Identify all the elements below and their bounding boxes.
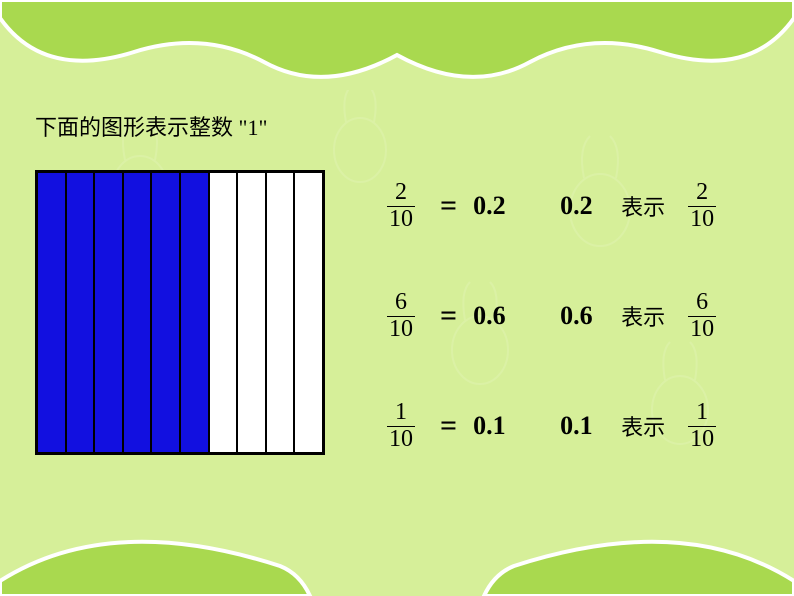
equations: 2 10 = 0.2 0.2 表示 2 10 6 10 = 0.6 <box>380 170 723 456</box>
eq-row-3: 1 10 = 0.1 0.1 表示 1 10 <box>380 396 723 456</box>
bar-4 <box>124 173 153 452</box>
fraction-num: 1 <box>696 400 708 425</box>
main-row: 2 10 = 0.2 0.2 表示 2 10 6 10 = 0.6 <box>35 170 759 456</box>
decimal-1a: 0.2 <box>473 191 528 221</box>
decimal-2b: 0.6 <box>560 301 615 331</box>
curtain-top <box>0 0 794 90</box>
fraction-3b: 1 10 <box>681 400 723 451</box>
fraction-den: 10 <box>688 426 716 452</box>
curtain-bottom <box>0 526 794 596</box>
bar-1 <box>38 173 67 452</box>
decimal-3a: 0.1 <box>473 411 528 441</box>
decimal-1b: 0.2 <box>560 191 615 221</box>
fraction-den: 10 <box>387 206 415 232</box>
fraction-num: 6 <box>395 290 407 315</box>
eq-sign: = <box>440 299 457 333</box>
eq-sign: = <box>440 189 457 223</box>
means-text: 表示 <box>621 190 665 222</box>
fraction-num: 6 <box>696 290 708 315</box>
fraction-1b: 2 10 <box>681 180 723 231</box>
bar-7 <box>210 173 239 452</box>
fraction-den: 10 <box>688 206 716 232</box>
fraction-2a: 6 10 <box>380 290 422 341</box>
fraction-num: 2 <box>696 180 708 205</box>
bar-chart <box>35 170 325 455</box>
bar-2 <box>67 173 96 452</box>
bar-6 <box>181 173 210 452</box>
decimal-3b: 0.1 <box>560 411 615 441</box>
bar-8 <box>238 173 267 452</box>
eq-row-2: 6 10 = 0.6 0.6 表示 6 10 <box>380 286 723 346</box>
fraction-2b: 6 10 <box>681 290 723 341</box>
fraction-den: 10 <box>387 316 415 342</box>
means-text: 表示 <box>621 300 665 332</box>
decimal-2a: 0.6 <box>473 301 528 331</box>
means-text: 表示 <box>621 410 665 442</box>
fraction-num: 1 <box>395 400 407 425</box>
bar-9 <box>267 173 296 452</box>
fraction-den: 10 <box>387 426 415 452</box>
eq-sign: = <box>440 409 457 443</box>
eq-row-1: 2 10 = 0.2 0.2 表示 2 10 <box>380 176 723 236</box>
bar-5 <box>152 173 181 452</box>
fraction-den: 10 <box>688 316 716 342</box>
fraction-3a: 1 10 <box>380 400 422 451</box>
content-area: 下面的图形表示整数 "1" 2 10 = 0.2 0.2 表示 <box>35 110 759 456</box>
fraction-1a: 2 10 <box>380 180 422 231</box>
fraction-num: 2 <box>395 180 407 205</box>
bar-10 <box>295 173 322 452</box>
heading: 下面的图形表示整数 "1" <box>35 110 759 142</box>
bar-3 <box>95 173 124 452</box>
